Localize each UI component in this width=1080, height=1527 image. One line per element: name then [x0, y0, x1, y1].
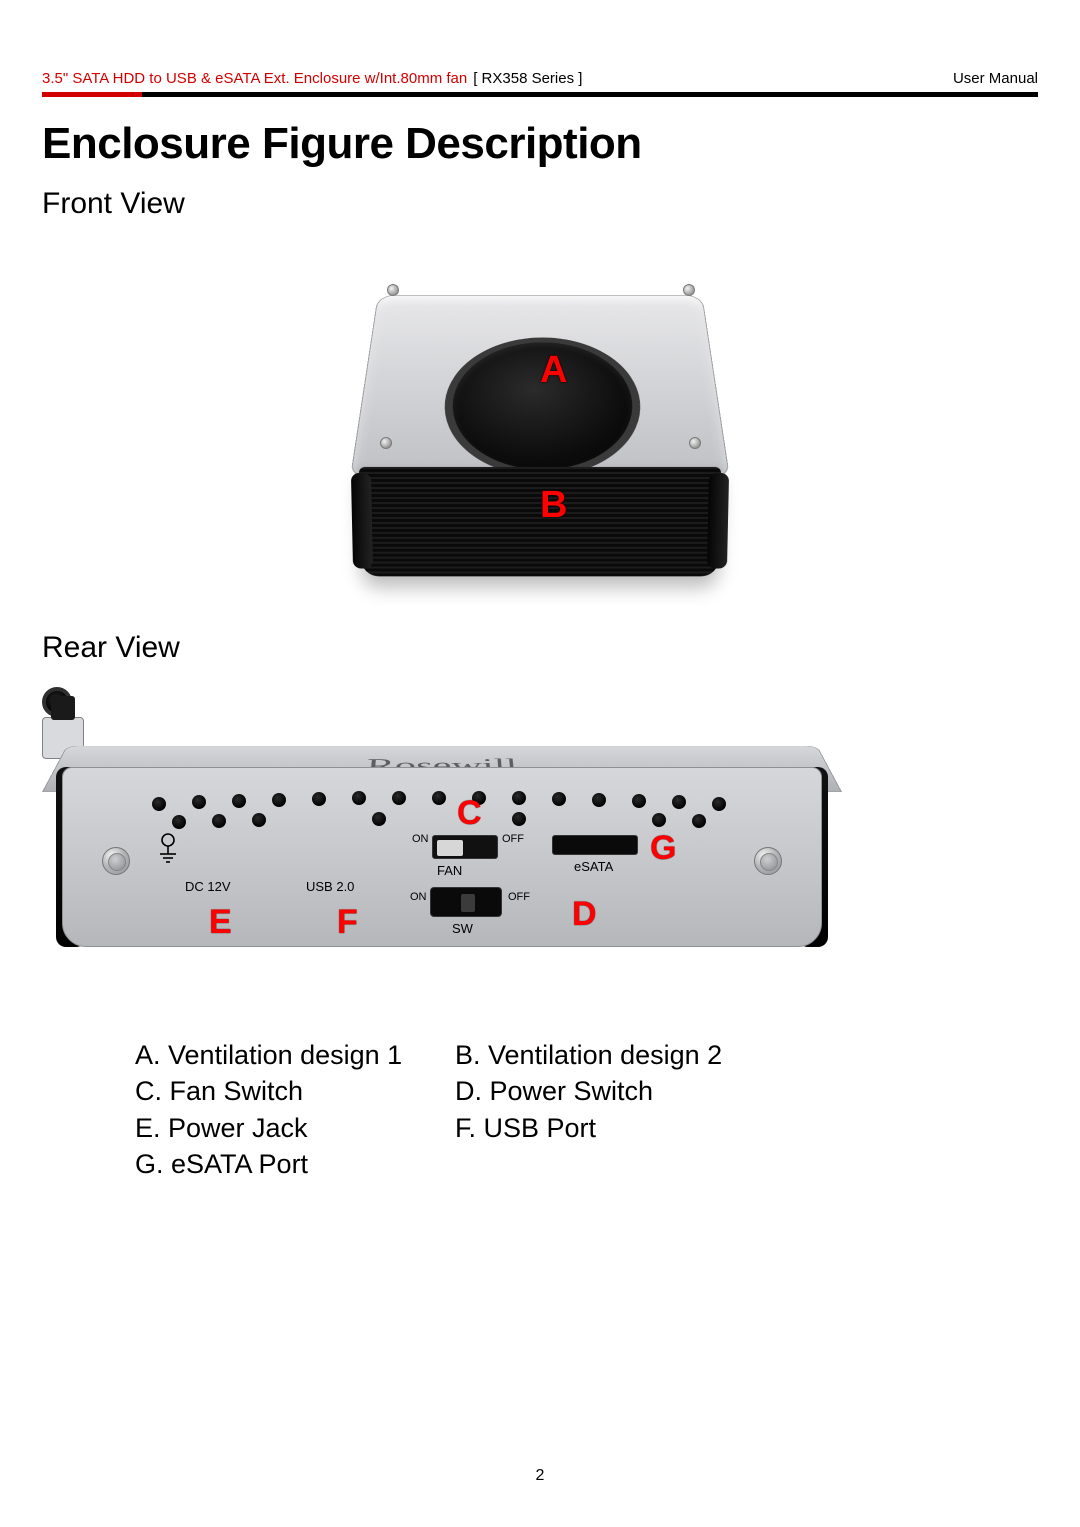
product-series: [ RX358 Series ]: [473, 70, 582, 87]
vent-hole-icon: [552, 792, 566, 806]
rear-figure-container: Rosewill: [42, 687, 1080, 977]
legend-item-c: C. Fan Switch: [135, 1073, 455, 1109]
callout-label-d: D: [572, 895, 597, 934]
power-switch-icon: [430, 887, 502, 917]
dc12v-label: DC 12V: [185, 879, 231, 894]
callout-label-f: F: [337, 903, 358, 942]
screw-icon: [683, 284, 695, 296]
usb-label: USB 2.0: [306, 879, 354, 894]
front-figure-container: A B: [0, 239, 1080, 609]
divider-red-segment: [42, 92, 142, 97]
callout-label-c: C: [457, 794, 482, 833]
legend-item-d: D. Power Switch: [455, 1073, 653, 1109]
vent-hole-icon: [352, 791, 366, 805]
vent-hole-icon: [252, 813, 266, 827]
esata-label: eSATA: [574, 859, 613, 874]
vent-hole-icon: [272, 793, 286, 807]
vent-hole-icon: [172, 815, 186, 829]
legend: A. Ventilation design 1 B. Ventilation d…: [135, 1037, 1080, 1183]
callout-label-b: B: [540, 484, 567, 527]
screw-icon: [754, 847, 782, 875]
legend-item-b: B. Ventilation design 2: [455, 1037, 722, 1073]
callout-label-e: E: [209, 903, 232, 942]
legend-row: A. Ventilation design 1 B. Ventilation d…: [135, 1037, 1080, 1073]
fan-off-label: OFF: [502, 833, 524, 845]
vent-hole-icon: [232, 794, 246, 808]
pwr-off-label: OFF: [508, 891, 530, 903]
divider-black-segment: [142, 92, 1038, 97]
fan-label: FAN: [437, 863, 462, 878]
rear-figure: Rosewill: [42, 687, 842, 977]
vent-hole-icon: [312, 792, 326, 806]
callout-label-a: A: [540, 349, 567, 392]
ground-icon: [155, 832, 181, 866]
vent-hole-icon: [692, 814, 706, 828]
vent-hole-icon: [592, 793, 606, 807]
vent-hole-icon: [152, 797, 166, 811]
fan-on-label: ON: [412, 833, 429, 845]
esata-port-icon: [552, 835, 638, 855]
legend-row: G. eSATA Port: [135, 1146, 1080, 1182]
legend-row: C. Fan Switch D. Power Switch: [135, 1073, 1080, 1109]
legend-item-f: F. USB Port: [455, 1110, 596, 1146]
legend-item-e: E. Power Jack: [135, 1110, 455, 1146]
header-left: 3.5" SATA HDD to USB & eSATA Ext. Enclos…: [42, 70, 582, 87]
header-divider: [42, 92, 1038, 97]
rear-view-title: Rear View: [42, 631, 1080, 665]
product-description: 3.5" SATA HDD to USB & eSATA Ext. Enclos…: [42, 70, 467, 87]
vent-hole-icon: [632, 794, 646, 808]
vent-hole-icon: [372, 812, 386, 826]
vent-hole-icon: [432, 791, 446, 805]
user-manual-label: User Manual: [953, 70, 1038, 87]
page-title: Enclosure Figure Description: [42, 119, 1080, 169]
vent-hole-icon: [512, 791, 526, 805]
legend-row: E. Power Jack F. USB Port: [135, 1110, 1080, 1146]
front-figure: A B: [325, 239, 755, 609]
header-row: 3.5" SATA HDD to USB & eSATA Ext. Enclos…: [0, 0, 1080, 92]
fan-switch-icon: [432, 835, 498, 859]
screw-icon: [689, 437, 701, 449]
vent-hole-icon: [652, 813, 666, 827]
callout-label-g: G: [650, 829, 676, 868]
vent-hole-icon: [212, 814, 226, 828]
vent-hole-icon: [512, 812, 526, 826]
front-view-title: Front View: [42, 187, 1080, 221]
screw-icon: [387, 284, 399, 296]
vent-hole-icon: [192, 795, 206, 809]
screw-icon: [380, 437, 392, 449]
sw-label: SW: [452, 921, 473, 936]
screw-icon: [102, 847, 130, 875]
vent-hole-icon: [712, 797, 726, 811]
pwr-on-label: ON: [410, 891, 427, 903]
legend-item-g: G. eSATA Port: [135, 1146, 455, 1182]
page-number: 2: [0, 1467, 1080, 1485]
legend-item-a: A. Ventilation design 1: [135, 1037, 455, 1073]
vent-hole-icon: [392, 791, 406, 805]
vent-hole-icon: [672, 795, 686, 809]
